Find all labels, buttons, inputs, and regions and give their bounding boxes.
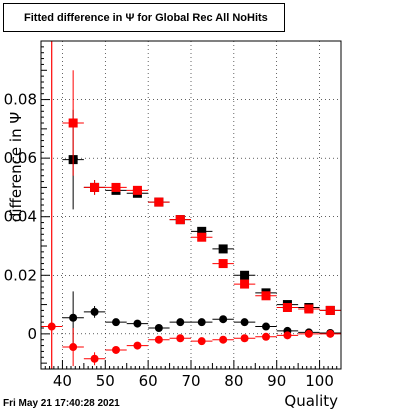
data-point-square — [68, 118, 78, 128]
data-point-circle — [154, 324, 163, 332]
data-point-square — [304, 304, 314, 314]
x-tick-label: 90 — [267, 372, 286, 390]
data-point-circle — [240, 318, 249, 327]
data-point-square — [261, 291, 271, 301]
data-point-square — [197, 226, 207, 236]
data-point-square — [197, 232, 207, 242]
data-point-circle — [197, 318, 206, 327]
y-tick-label: 0.08 — [4, 91, 37, 109]
datestamp: Fri May 21 17:40:28 2021 — [3, 398, 120, 409]
data-point-circle — [304, 329, 313, 338]
x-tick-label: 50 — [96, 372, 115, 390]
y-tick-label: 0.04 — [4, 208, 37, 226]
data-point-circle — [90, 354, 99, 363]
data-point-circle — [47, 322, 56, 331]
data-point-circle — [197, 337, 206, 346]
data-point-square — [132, 185, 142, 195]
data-point-circle — [112, 345, 120, 354]
series-group — [41, 322, 341, 367]
data-point-circle — [176, 318, 185, 327]
data-point-circle — [262, 332, 270, 341]
grid-lines — [41, 41, 341, 369]
data-point-square — [282, 303, 292, 312]
data-point-circle — [326, 329, 335, 338]
data-point-square — [240, 279, 250, 289]
y-tick-label: 0.06 — [4, 149, 37, 167]
data-point-circle — [154, 335, 163, 344]
data-point-square — [154, 197, 164, 207]
data-point-circle — [90, 307, 99, 316]
data-point-circle — [133, 319, 142, 328]
data-point-square — [218, 259, 228, 269]
x-tick-label: 40 — [53, 372, 72, 390]
series-group — [62, 70, 341, 315]
x-axis-title: Quality — [284, 392, 338, 410]
data-point-circle — [219, 315, 228, 324]
data-point-circle — [176, 334, 185, 343]
data-point-circle — [262, 322, 270, 331]
data-point-square — [175, 215, 185, 225]
data-point-circle — [69, 343, 78, 352]
chart-title: Fitted difference in Ψ for Global Rec Al… — [24, 12, 268, 24]
data-point-square — [111, 182, 121, 192]
x-tick-label: 70 — [181, 372, 200, 390]
data-point-square — [325, 305, 335, 315]
x-tick-label: 100 — [305, 372, 334, 390]
x-tick-label: 80 — [224, 372, 243, 390]
data-point-circle — [133, 341, 142, 350]
data-point-circle — [69, 313, 78, 322]
y-axis-title: difference in Ψ — [7, 112, 25, 222]
data-point-square — [218, 244, 228, 254]
data-marks — [41, 70, 341, 367]
data-point-circle — [112, 318, 120, 327]
data-point-circle — [240, 334, 249, 343]
axes: 40 50 60 70 80 90 100 0 0.02 0.04 0.06 0.08 — [4, 46, 342, 390]
title-box — [3, 3, 285, 32]
data-point-square — [240, 270, 250, 280]
data-point-square — [90, 182, 100, 192]
data-point-circle — [219, 335, 228, 344]
data-point-circle — [283, 331, 292, 340]
y-tick-label: 0 — [27, 325, 37, 343]
y-tick-label: 0.02 — [4, 266, 37, 284]
x-tick-label: 60 — [139, 372, 158, 390]
